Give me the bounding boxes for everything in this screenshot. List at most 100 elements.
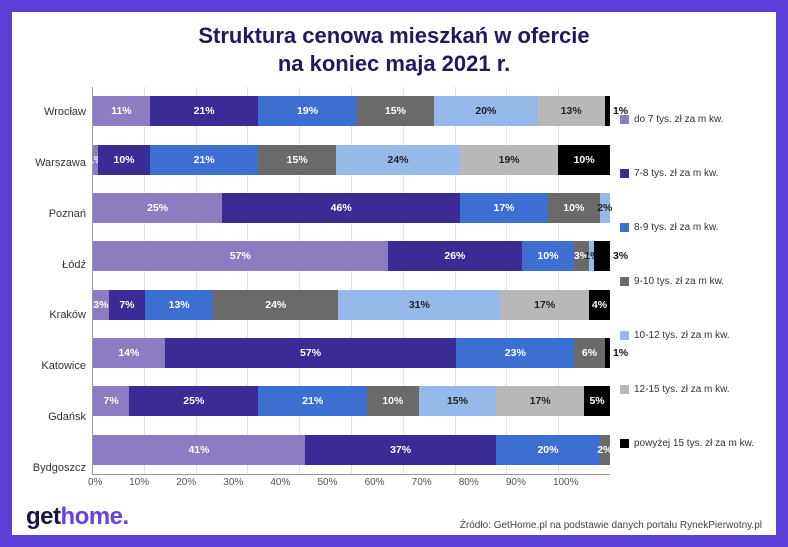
bar-segment: 20% [434, 96, 537, 126]
segment-label: 21% [302, 395, 323, 407]
segment-label: 10% [113, 154, 134, 166]
y-label: Warszawa [22, 148, 86, 178]
chart-title: Struktura cenowa mieszkań w oferciena ko… [12, 12, 776, 83]
bar-segment: 25% [93, 193, 222, 223]
segment-label: 3% [613, 250, 628, 262]
chart-content: WrocławWarszawaPoznańŁódźKrakówKatowiceG… [12, 83, 776, 495]
stacked-bar: 1%10%21%15%24%19%10% [93, 145, 610, 175]
bar-row: 7%25%21%10%15%17%5% [93, 386, 610, 416]
legend-item: 12-15 tys. zł za m kw. [620, 384, 764, 396]
bar-segment: 17% [460, 193, 548, 223]
segment-label: 19% [499, 154, 520, 166]
segment-label: 1% [613, 105, 628, 117]
bar-segment: 15% [258, 145, 336, 175]
legend-swatch [620, 439, 629, 448]
x-tick: 70% [412, 477, 459, 488]
segment-label: 15% [385, 105, 406, 117]
segment-label: 2% [597, 444, 612, 456]
legend-label: 8-9 tys. zł za m kw. [634, 222, 718, 234]
segment-label: 7% [104, 395, 119, 407]
y-label: Katowice [22, 351, 86, 381]
bar-segment: 10% [558, 145, 610, 175]
y-label: Gdańsk [22, 402, 86, 432]
segment-label: 17% [530, 395, 551, 407]
logo-prefix: get [26, 503, 61, 530]
stacked-bar: 41% 37% 20% 2% [93, 435, 610, 465]
segment-label: 46% [331, 202, 352, 214]
bar-segment: 41% [93, 435, 305, 465]
y-label: Kraków [22, 300, 86, 330]
bar-segment: 24% [213, 290, 338, 320]
stacked-bar: 57%26%10%3%1%3% [93, 241, 610, 271]
x-tick: 30% [223, 477, 270, 488]
segment-label: 17% [493, 202, 514, 214]
bar-segment: 3% [594, 241, 610, 271]
segment-label: 24% [265, 299, 286, 311]
logo: gethome. [26, 503, 129, 531]
segment-label: 2% [597, 202, 612, 214]
segment-label: 7% [119, 299, 134, 311]
legend-item: 8-9 tys. zł za m kw. [620, 222, 764, 234]
bar-segment: 46% [222, 193, 460, 223]
legend-label: 12-15 tys. zł za m kw. [634, 384, 730, 396]
bar-row: 25%46%17%10%2% [93, 193, 610, 223]
segment-label: 3% [93, 299, 108, 311]
bar-segment: 3% [93, 290, 109, 320]
bar-segment: 21% [150, 96, 259, 126]
bar-segment: 19% [258, 96, 356, 126]
legend-swatch [620, 385, 629, 394]
y-axis-labels: WrocławWarszawaPoznańŁódźKrakówKatowiceG… [22, 87, 92, 493]
bar-segment: 13% [538, 96, 605, 126]
bar-segment: 14% [93, 338, 165, 368]
legend-item: 9-10 tys. zł za m kw. [620, 276, 764, 288]
bar-row: 3%7%13%24%31%17%4% [93, 290, 610, 320]
segment-label: 20% [475, 105, 496, 117]
segment-label: 31% [409, 299, 430, 311]
bar-row: 11%21%19%15%20%13%1% [93, 96, 610, 126]
bar-segment: 1% [605, 338, 610, 368]
bar-segment: 10% [98, 145, 150, 175]
bar-segment: 7% [109, 290, 146, 320]
segment-label: 25% [147, 202, 168, 214]
stacked-bar: 11%21%19%15%20%13%1% [93, 96, 610, 126]
segment-label: 4% [592, 299, 607, 311]
bar-segment: 21% [150, 145, 259, 175]
segment-label: 37% [390, 444, 411, 456]
legend-item: do 7 tys. zł za m kw. [620, 114, 764, 126]
bar-row: 14%57%23%6%1% [93, 338, 610, 368]
segment-label: 19% [297, 105, 318, 117]
bar-segment: 6% [574, 338, 605, 368]
bar-row: 1%10%21%15%24%19%10% [93, 145, 610, 175]
segment-label: 57% [230, 250, 251, 262]
bar-segment: 37% [305, 435, 496, 465]
y-label: Łódź [22, 250, 86, 280]
legend-swatch [620, 277, 629, 286]
bar-segment: 23% [456, 338, 574, 368]
bar-segment: 2% [600, 435, 610, 465]
segment-label: 25% [183, 395, 204, 407]
stacked-bar: 3%7%13%24%31%17%4% [93, 290, 610, 320]
logo-suffix: home. [61, 503, 129, 530]
bar-segment: 4% [589, 290, 610, 320]
bar-segment: 20% [496, 435, 599, 465]
bar-segment: 11% [93, 96, 150, 126]
segment-label: 20% [537, 444, 558, 456]
segment-label: 10% [574, 154, 595, 166]
bar-segment: 21% [258, 386, 367, 416]
segment-label: 15% [287, 154, 308, 166]
segment-label: 26% [444, 250, 465, 262]
bar-row: 57%26%10%3%1%3% [93, 241, 610, 271]
bar-segment: 25% [129, 386, 258, 416]
segment-label: 17% [534, 299, 555, 311]
legend-label: powyżej 15 tys. zł za m kw. [634, 438, 754, 450]
x-tick: 90% [506, 477, 553, 488]
segment-label: 24% [387, 154, 408, 166]
bar-segment: 26% [388, 241, 522, 271]
bar-row: 41% 37% 20% 2% [93, 435, 610, 465]
legend-swatch [620, 223, 629, 232]
bar-segment: 31% [338, 290, 500, 320]
bar-segment: 57% [93, 241, 388, 271]
segment-label: 15% [447, 395, 468, 407]
bar-segment: 57% [165, 338, 457, 368]
bar-segment: 5% [584, 386, 610, 416]
